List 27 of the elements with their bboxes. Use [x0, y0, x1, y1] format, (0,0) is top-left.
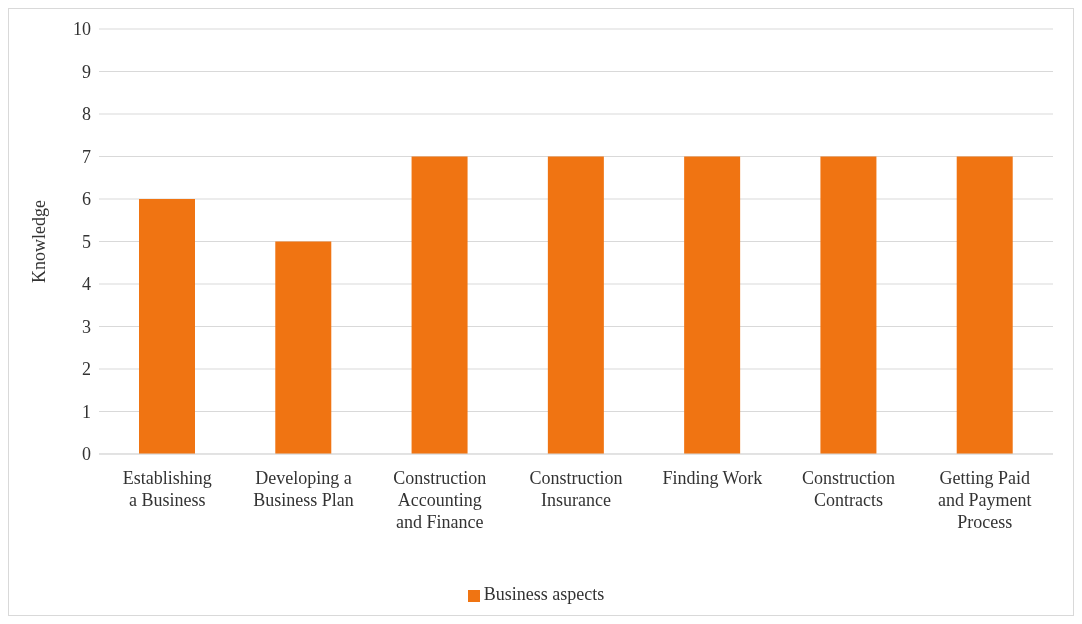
y-tick-label: 4 — [82, 274, 91, 295]
x-tick-label: Construction Insurance — [529, 468, 623, 510]
x-tick-label: Establishing a Business — [122, 468, 212, 510]
y-tick-label: 2 — [82, 359, 91, 380]
y-tick-label: 1 — [82, 401, 91, 422]
y-tick-label: 10 — [73, 19, 91, 40]
x-tick-label: Getting Paid and Payment Process — [938, 468, 1032, 532]
x-tick-label: Construction Contracts — [802, 468, 896, 510]
y-tick-label: 3 — [82, 316, 91, 337]
x-tick-label: Finding Work — [662, 468, 763, 488]
bar — [275, 241, 332, 454]
y-tick-label: 6 — [82, 189, 91, 210]
x-tick-label: Construction Accounting and Finance — [393, 468, 487, 532]
y-tick-label: 5 — [82, 231, 91, 252]
bar — [684, 156, 741, 454]
x-tick-label: Developing a Business Plan — [253, 468, 354, 510]
y-tick-label: 9 — [82, 61, 91, 82]
bar — [820, 156, 877, 454]
y-tick-label: 0 — [82, 444, 91, 465]
y-tick-label: 7 — [82, 146, 91, 167]
y-axis-title: Knowledge — [29, 200, 50, 283]
legend-label: Business aspects — [483, 584, 605, 604]
bar — [956, 156, 1013, 454]
bar — [547, 156, 604, 454]
bar — [139, 199, 195, 454]
y-tick-label: 8 — [82, 104, 91, 125]
bar — [411, 156, 468, 454]
